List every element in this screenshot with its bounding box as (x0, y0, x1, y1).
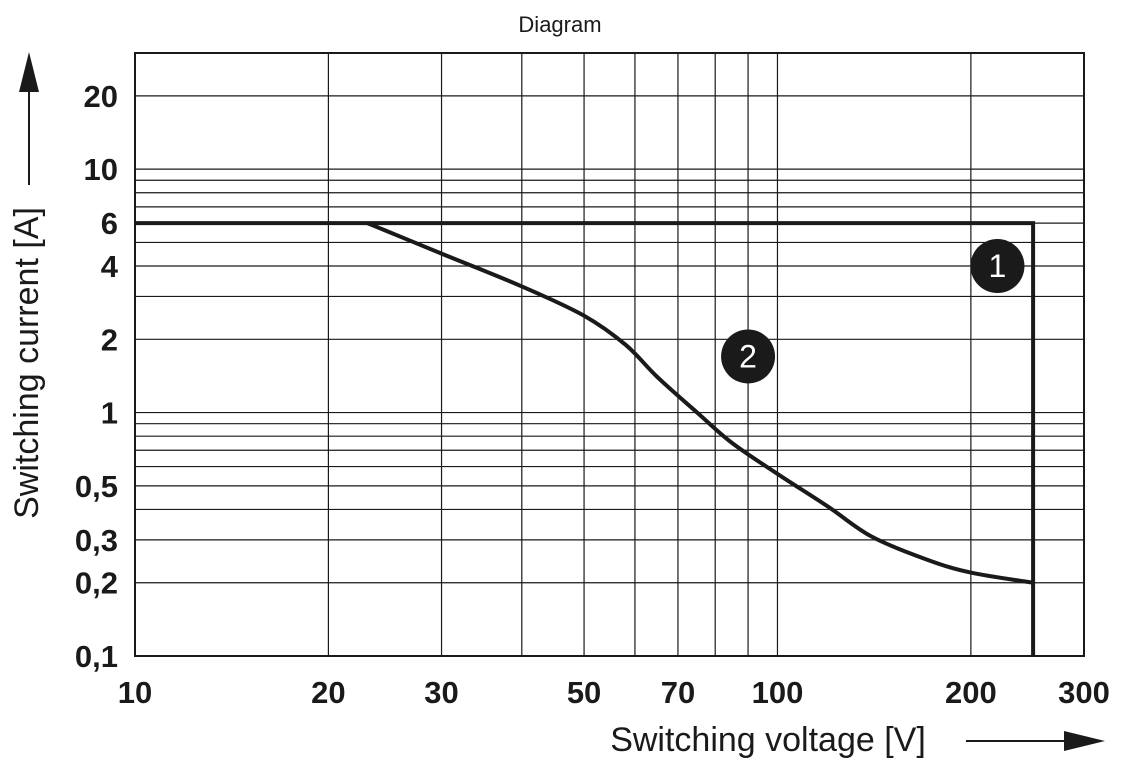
x-tick-label: 30 (424, 675, 458, 710)
y-axis-arrow-head-icon (19, 52, 39, 92)
x-tick-label: 50 (567, 675, 601, 710)
y-tick-label: 0,2 (75, 566, 118, 601)
y-tick-label: 0,3 (75, 523, 118, 558)
markers: 12 (721, 239, 1025, 384)
plot-frame (134, 52, 1085, 657)
x-tick-label: 20 (311, 675, 345, 710)
y-axis-label: Switching current [A] (8, 207, 46, 519)
x-tick-label: 100 (752, 675, 804, 710)
y-tick-label: 4 (101, 249, 119, 284)
x-tick-label: 10 (118, 675, 152, 710)
y-tick-label: 2 (101, 322, 118, 357)
grid (135, 53, 1084, 656)
y-tick-label: 6 (101, 206, 118, 241)
x-tick-label: 70 (661, 675, 695, 710)
chart-title: Diagram (518, 12, 601, 37)
x-tick-labels: 10 20 30 50 70 100 200 300 (118, 675, 1110, 710)
x-axis-label: Switching voltage [V] (610, 721, 926, 759)
y-tick-label: 0,5 (75, 469, 118, 504)
x-tick-label: 300 (1058, 675, 1110, 710)
y-tick-label: 10 (84, 152, 118, 187)
x-axis-arrow-head-icon (1064, 731, 1105, 751)
y-tick-label: 1 (101, 396, 118, 431)
y-tick-label: 20 (84, 79, 118, 114)
series-marker-label-2: 2 (739, 338, 757, 374)
series-marker-1 (970, 239, 1025, 294)
series-marker-label-1: 1 (989, 248, 1007, 284)
x-tick-label: 200 (945, 675, 997, 710)
series-layer (135, 221, 1036, 656)
series-marker-2 (721, 329, 776, 384)
series-line-2 (366, 221, 1034, 585)
y-tick-labels: 0,1 0,2 0,3 0,5 1 2 4 6 10 20 (75, 79, 119, 674)
y-tick-label: 0,1 (75, 639, 118, 674)
series-line-1 (135, 221, 1036, 656)
